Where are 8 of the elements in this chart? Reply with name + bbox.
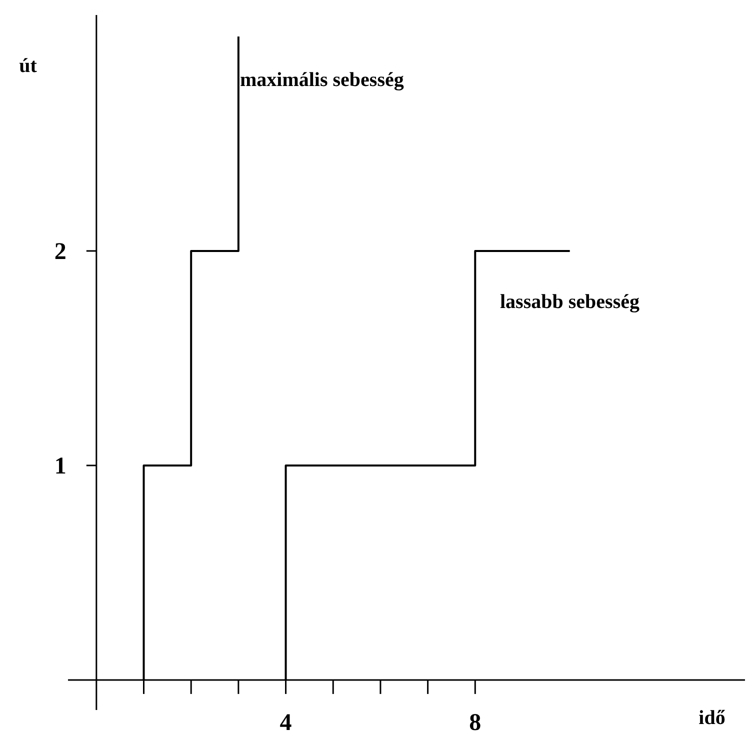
x-tick-label: 4 [280, 710, 292, 736]
y-tick-label: 2 [54, 238, 66, 265]
series-label: maximális sebesség [240, 69, 404, 91]
series-label: lassabb sebesség [500, 291, 640, 313]
y-tick-label: 1 [54, 453, 66, 480]
x-axis-title: idő [698, 707, 726, 729]
y-axis-title: út [19, 55, 38, 77]
x-tick-label: 8 [469, 710, 482, 736]
